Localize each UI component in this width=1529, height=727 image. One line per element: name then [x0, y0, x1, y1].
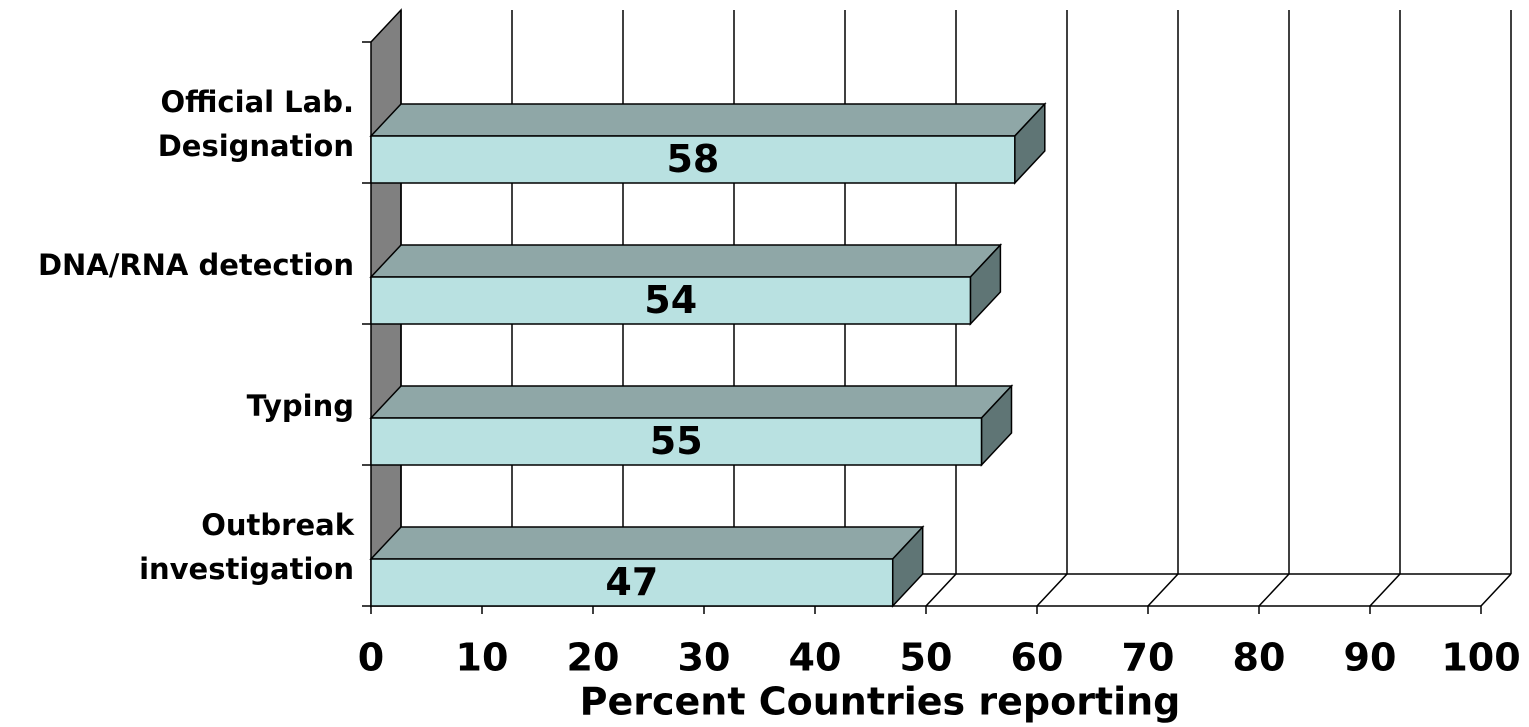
x-tick-label: 0 [358, 636, 384, 680]
value-label: 58 [666, 137, 719, 181]
x-tick-label: 50 [900, 636, 953, 680]
floor-grid-line [925, 573, 957, 607]
floor-grid-line [1480, 573, 1512, 607]
floor-grid-line [1147, 573, 1179, 607]
floor-grid-line [1369, 573, 1401, 607]
bar-top [369, 244, 1003, 278]
value-label: 55 [650, 419, 703, 463]
bar [370, 276, 972, 325]
x-tick-label: 80 [1233, 636, 1286, 680]
bar [370, 135, 1016, 184]
bar-top [369, 526, 925, 560]
y-tick-label: investigation [139, 552, 354, 586]
y-tick-label: DNA/RNA detection [38, 248, 354, 282]
y-tick-label: Typing [247, 389, 354, 423]
x-tick-label: 60 [1011, 636, 1064, 680]
x-axis-title: Percent Countries reporting [580, 680, 1181, 724]
value-label: 54 [644, 278, 697, 322]
value-label: 47 [605, 560, 658, 604]
x-tick-label: 90 [1344, 636, 1397, 680]
x-tick-label: 10 [456, 636, 509, 680]
bar [370, 558, 894, 607]
x-tick-label: 40 [789, 636, 842, 680]
bar [370, 417, 983, 466]
x-tick-label: 100 [1441, 636, 1520, 680]
x-tick-label: 30 [678, 636, 731, 680]
y-tick-label: Official Lab. [160, 85, 354, 119]
bar-top [369, 103, 1047, 137]
floor-grid-line [1258, 573, 1290, 607]
y-tick-label: Outbreak [201, 508, 354, 542]
bar-top [369, 385, 1014, 419]
x-tick-label: 70 [1122, 636, 1175, 680]
y-tick-label: Designation [158, 129, 354, 163]
floor-grid-line [1036, 573, 1068, 607]
x-tick-label: 20 [567, 636, 620, 680]
